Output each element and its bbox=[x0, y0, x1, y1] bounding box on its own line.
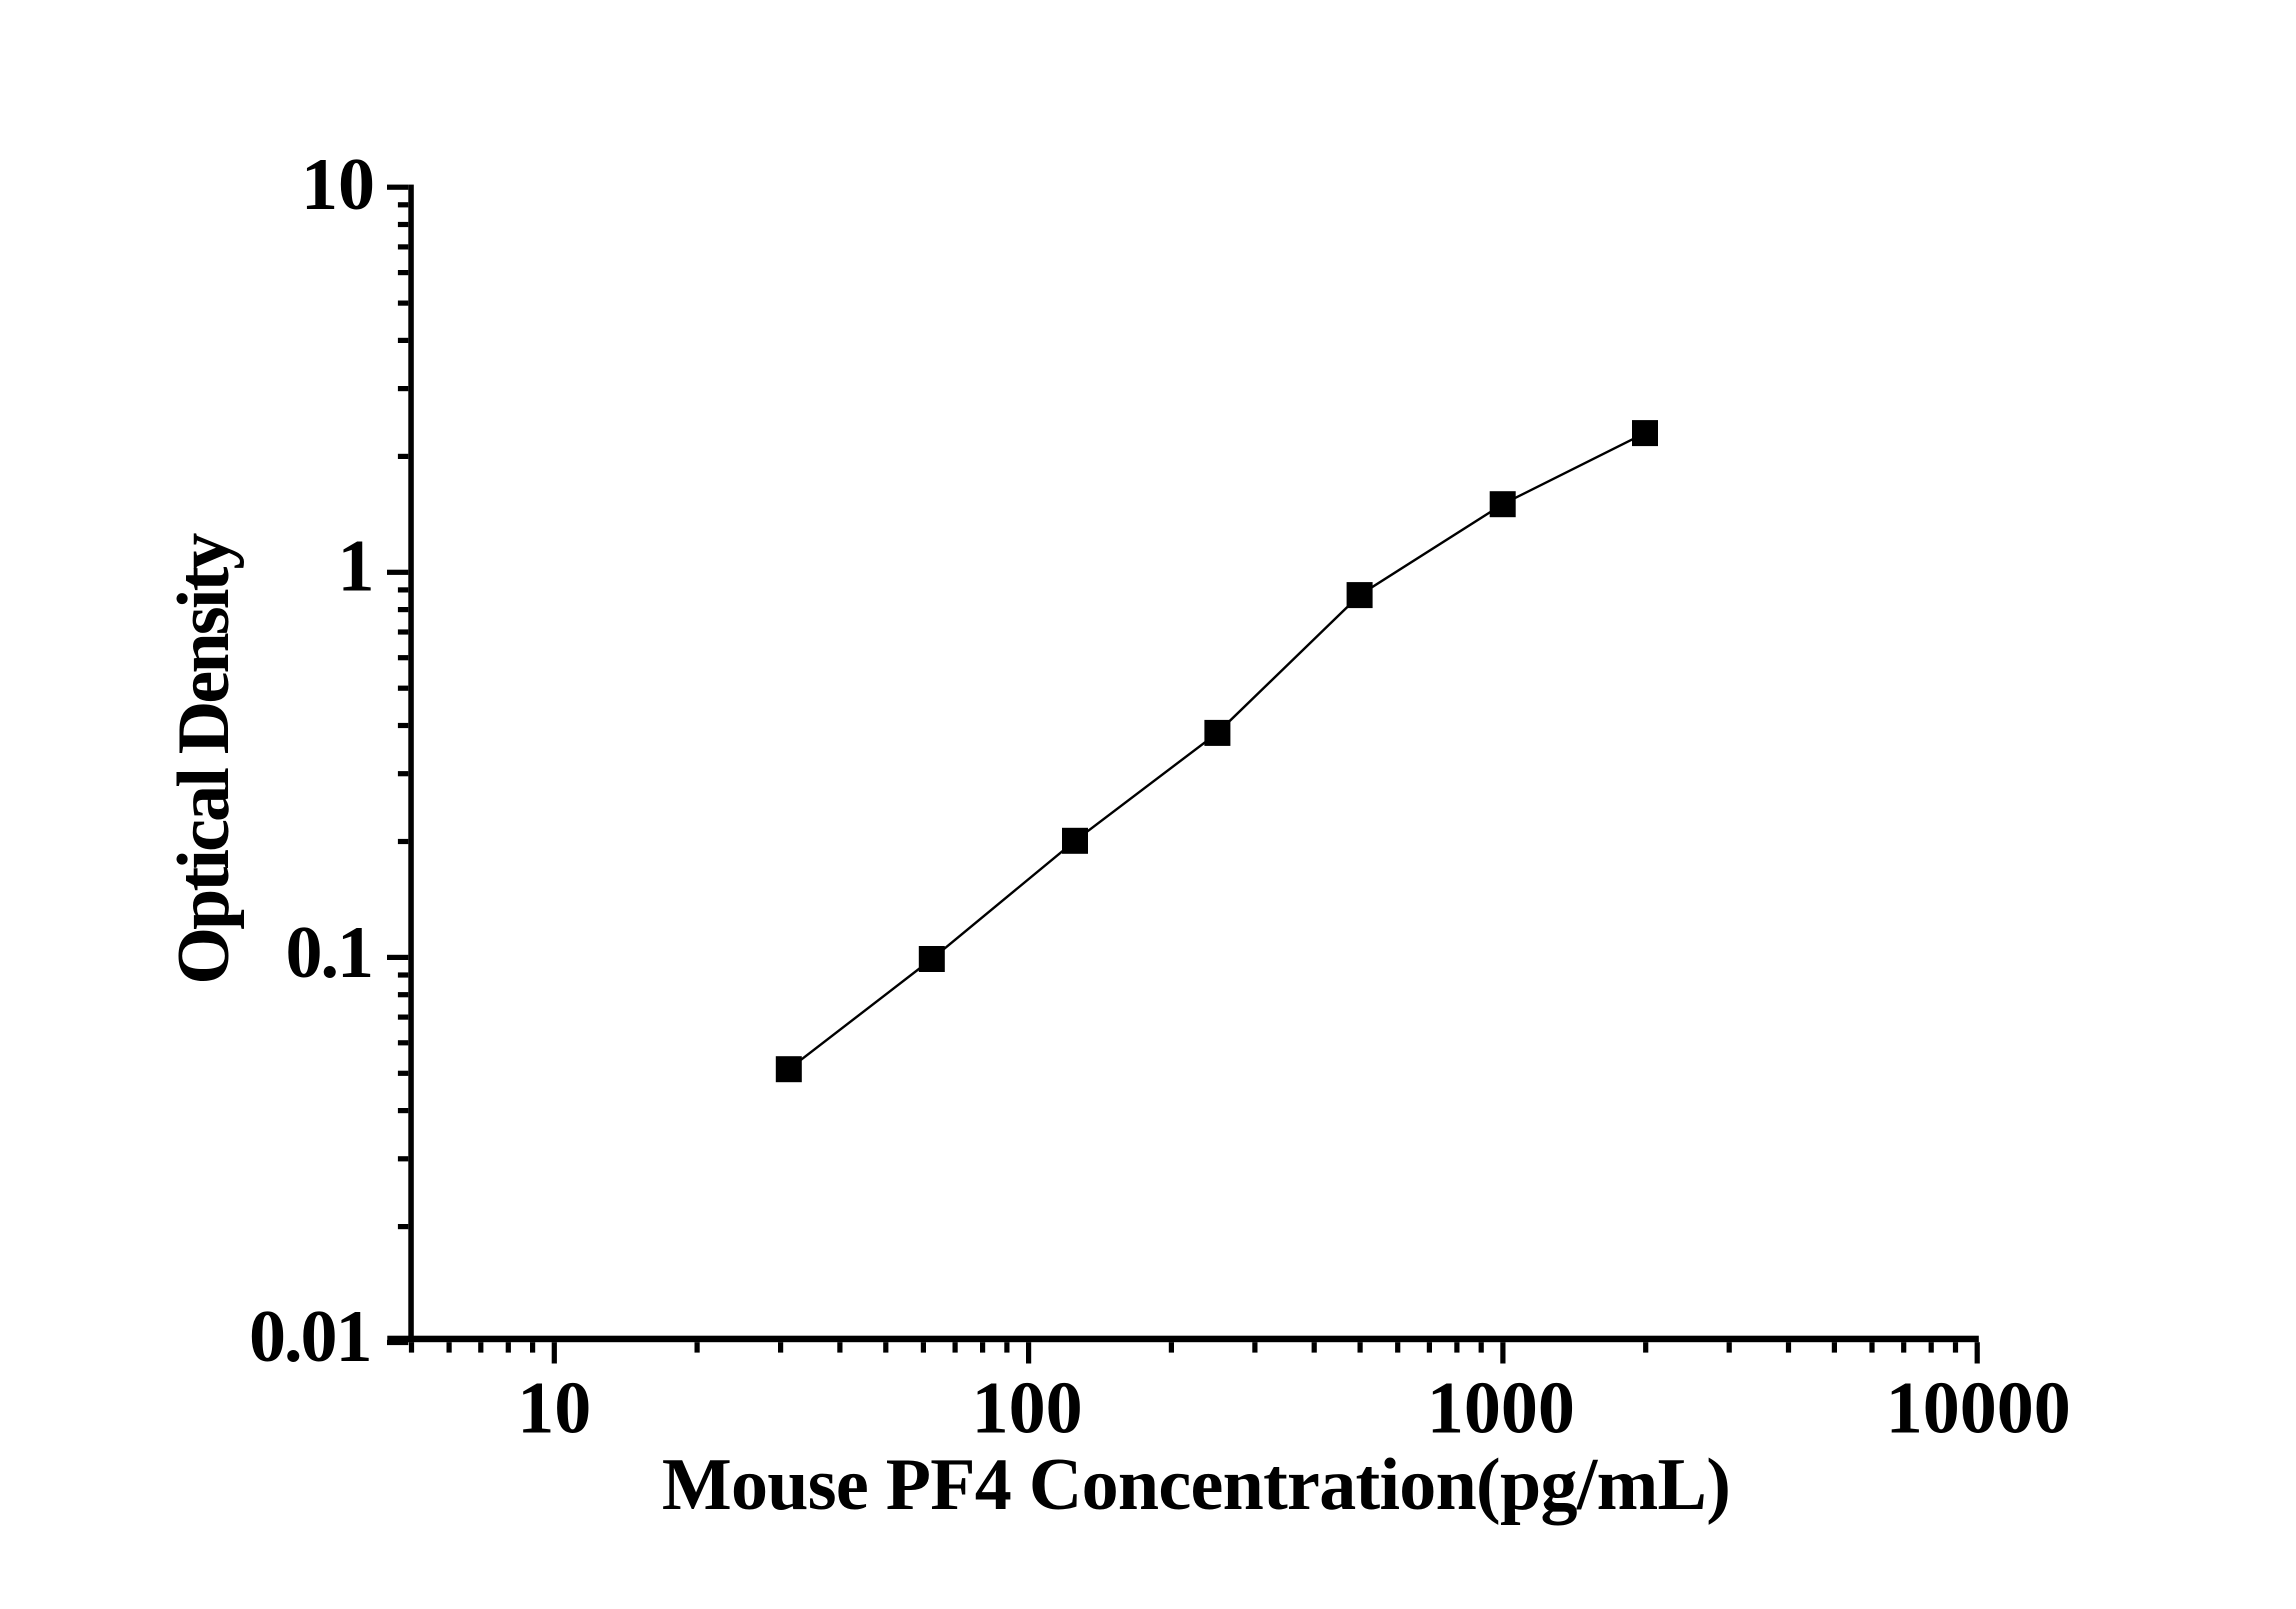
svg-text:10: 10 bbox=[301, 144, 375, 226]
svg-text:10: 10 bbox=[517, 1367, 591, 1449]
svg-text:0.1: 0.1 bbox=[286, 912, 373, 994]
svg-text:10000: 10000 bbox=[1886, 1367, 2071, 1449]
svg-text:0.01: 0.01 bbox=[249, 1296, 371, 1378]
svg-text:Mouse PF4 Concentration(pg/mL): Mouse PF4 Concentration(pg/mL) bbox=[662, 1444, 1730, 1526]
svg-text:100: 100 bbox=[972, 1367, 1083, 1449]
svg-text:1000: 1000 bbox=[1427, 1367, 1575, 1449]
svg-text:Optical Density: Optical Density bbox=[163, 533, 245, 985]
svg-text:1: 1 bbox=[338, 525, 375, 607]
